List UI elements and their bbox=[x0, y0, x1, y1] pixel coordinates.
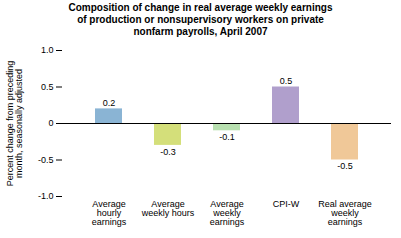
svg-text:-1.0: -1.0 bbox=[38, 191, 54, 201]
html-text:Composition of change in real: Composition of change in real average we… bbox=[68, 2, 333, 37]
svg-text:0.2: 0.2 bbox=[103, 98, 116, 108]
svg-text:Averagehourlyearnings: Averagehourlyearnings bbox=[92, 199, 127, 227]
svg-text:Averageweeklyearnings: Averageweeklyearnings bbox=[210, 199, 245, 227]
svg-text:CPI-W: CPI-W bbox=[273, 199, 300, 209]
svg-text:0.5: 0.5 bbox=[280, 76, 293, 86]
svg-text:-0.1: -0.1 bbox=[219, 132, 235, 142]
svg-text:0: 0 bbox=[48, 118, 53, 128]
svg-text:Percent change from precedingm: Percent change from precedingmonth, seas… bbox=[5, 61, 24, 187]
svg-text:Averageweekly hours: Averageweekly hours bbox=[141, 199, 195, 218]
svg-text:1.0: 1.0 bbox=[41, 45, 54, 55]
svg-text:-0.5: -0.5 bbox=[337, 161, 353, 171]
svg-text:Real averageweeklyearnings: Real averageweeklyearnings bbox=[318, 199, 372, 227]
svg-text:-0.3: -0.3 bbox=[160, 147, 176, 157]
svg-text:0.5: 0.5 bbox=[41, 82, 54, 92]
svg-text:-0.5: -0.5 bbox=[38, 155, 54, 165]
